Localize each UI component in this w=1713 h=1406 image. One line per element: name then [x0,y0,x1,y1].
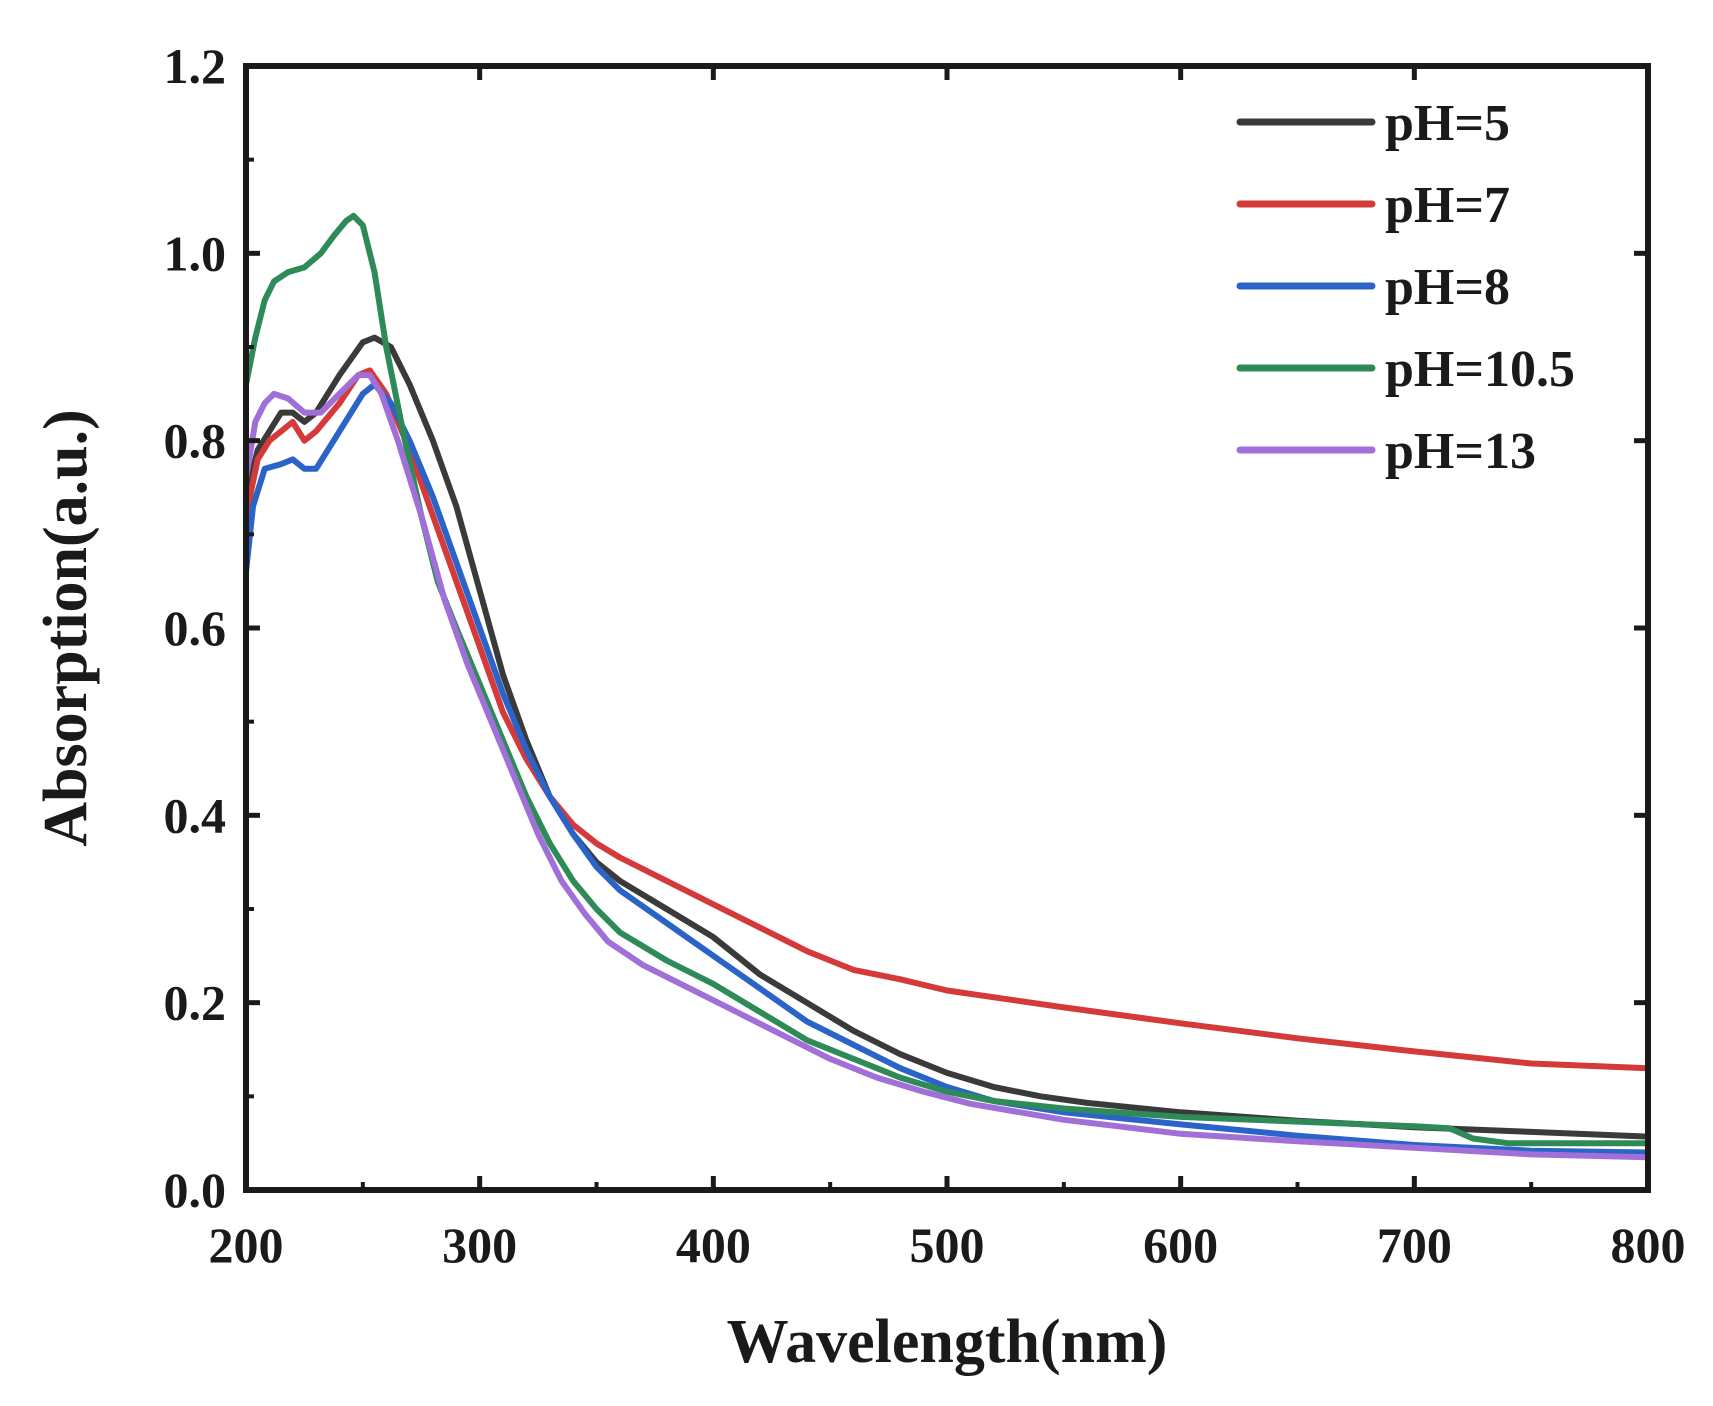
y-tick-label: 0.4 [164,787,227,843]
y-tick-label: 1.0 [164,225,227,281]
legend: pH=5 pH=7 pH=8 pH=10.5 pH=13 [1236,95,1575,480]
x-tick-label: 400 [676,1217,751,1273]
ticks-layer: 200 300 400 500 600 700 800 0.0 0.2 0.4 0.6 0.8 1.0 1… [164,38,1686,1273]
x-tick-label: 300 [442,1217,517,1273]
x-tick-label: 700 [1377,1217,1452,1273]
legend-label-ph-10-5: pH=10.5 [1385,341,1575,398]
legend-label-ph-13: pH=13 [1385,423,1536,480]
series-line-ph-10-5 [243,212,1651,1147]
x-axis-title: Wavelength(nm) [727,1308,1168,1376]
y-tick-label: 0.0 [164,1162,227,1218]
series-layer [243,212,1651,1161]
legend-label-ph-5: pH=5 [1385,95,1510,152]
y-tick-label: 0.8 [164,413,227,469]
y-tick-label: 1.2 [164,38,227,94]
x-tick-label: 200 [209,1217,284,1273]
series-line-ph-13 [243,372,1651,1161]
x-tick-label: 800 [1611,1217,1686,1273]
x-tick-label: 500 [910,1217,985,1273]
legend-label-ph-7: pH=7 [1385,177,1510,234]
legend-label-ph-8: pH=8 [1385,259,1510,316]
y-tick-label: 0.2 [164,975,227,1031]
y-tick-label: 0.6 [164,600,227,656]
x-tick-label: 600 [1143,1217,1218,1273]
y-axis-title: Absorption(a.u.) [32,409,100,847]
